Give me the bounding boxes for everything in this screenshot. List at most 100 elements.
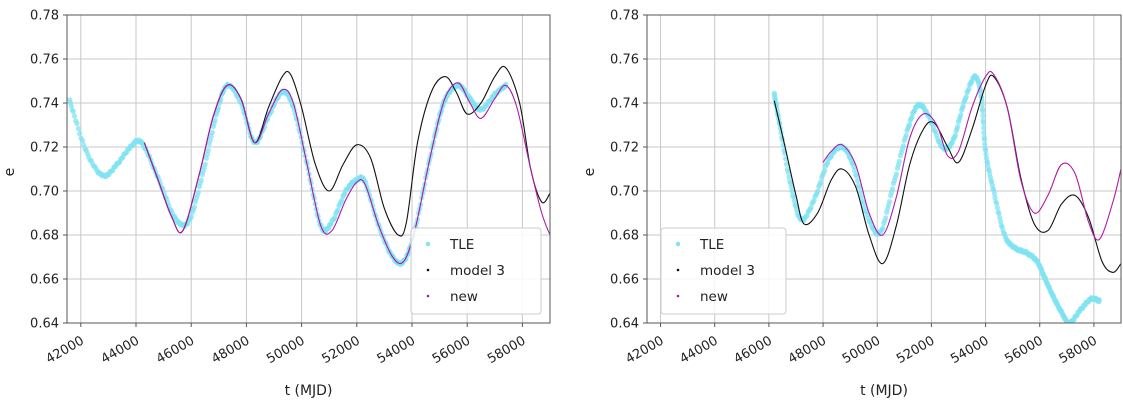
left-x-tick-label: 56000 (430, 333, 473, 367)
right-x-tick-label: 44000 (677, 333, 720, 367)
right-point-tle (981, 125, 987, 131)
right-point-tle (966, 86, 972, 92)
right-point-tle (818, 179, 824, 185)
right-legend-tle-marker (675, 241, 681, 247)
right-x-tick-label: 50000 (840, 333, 883, 367)
left-y-axis-label: e (2, 168, 18, 177)
left-x-tick-label: 46000 (154, 333, 197, 367)
left-point-tle (204, 151, 210, 157)
left-point-tle (71, 113, 78, 119)
right-point-tle (858, 194, 865, 200)
right-legend-tle-label: TLE (699, 237, 724, 253)
left-x-tick-label: 50000 (264, 333, 307, 367)
right-point-tle (783, 161, 790, 167)
left-legend: TLE model 3 new (410, 227, 542, 315)
left-y-tick-label: 0.72 (30, 141, 59, 156)
left-x-tick-label: 44000 (99, 333, 142, 367)
left-point-tle (77, 131, 83, 137)
left-legend-model3-label: model 3 (450, 263, 505, 279)
right-legend: TLE model 3 new (660, 227, 787, 315)
left-point-tle (198, 177, 204, 183)
right-y-tick-label: 0.76 (610, 53, 639, 68)
left-x-tick-label: 58000 (485, 333, 528, 367)
left-series-new (143, 82, 550, 265)
right-plot-frame (646, 14, 1122, 324)
right-point-tle (785, 169, 791, 175)
right-point-tle (786, 174, 792, 180)
right-point-tle (997, 215, 1003, 221)
left-legend-new-marker (426, 294, 430, 298)
left-point-tle (332, 215, 338, 221)
right-point-tle (815, 188, 821, 194)
right-point-tle (883, 215, 889, 221)
right-point-tle (880, 225, 886, 231)
right-point-tle (983, 151, 989, 157)
right-point-tle (822, 168, 828, 174)
left-point-tle (191, 204, 197, 210)
left-point-tle (215, 105, 222, 111)
right-point-tle (980, 113, 986, 119)
right-x-tick-label: 42000 (623, 333, 666, 367)
left-point-tle (206, 141, 212, 147)
left-y-tick-label: 0.68 (30, 229, 59, 244)
right-point-tle (856, 185, 863, 191)
left-point-tle (209, 129, 215, 136)
right-point-tle (996, 211, 1002, 217)
right-point-tle (887, 199, 893, 205)
right-y-tick-label: 0.72 (610, 141, 639, 156)
right-y-tick-label: 0.64 (610, 317, 639, 332)
right-point-tle (960, 103, 966, 109)
right-point-tle (983, 147, 989, 153)
right-point-tle (811, 197, 817, 204)
right-legend-model3-marker (676, 268, 680, 272)
right-legend-new-label: new (700, 289, 728, 305)
left-y-tick-label: 0.70 (30, 185, 59, 200)
right-point-tle (952, 132, 959, 138)
right-y-tick-label: 0.78 (610, 9, 639, 24)
right-x-tick-label: 56000 (1002, 333, 1045, 367)
right-series-model3 (773, 74, 1121, 273)
left-y-tick-label: 0.66 (30, 273, 59, 288)
left-point-tle (335, 207, 341, 213)
left-legend-model3-marker (426, 268, 430, 272)
right-point-tle (854, 178, 861, 184)
left-x-axis-label: t (MJD) (285, 383, 333, 399)
right-point-tle (955, 124, 961, 130)
right-legend-model3-label: model 3 (700, 263, 755, 279)
left-y-tick-label: 0.64 (30, 317, 59, 332)
left-x-tick-label: 48000 (209, 333, 252, 367)
left-y-tick-label: 0.78 (30, 9, 59, 24)
right-point-tle (1096, 297, 1102, 303)
right-point-tle (788, 180, 794, 186)
right-point-tle (853, 173, 860, 179)
left-x-tick-label: 52000 (319, 333, 362, 367)
left-point-tle (75, 126, 81, 132)
right-point-tle (896, 158, 903, 164)
right-point-tle (998, 219, 1004, 225)
left-point-tle (188, 213, 194, 220)
left-legend-box (410, 227, 542, 315)
right-point-tle (893, 171, 900, 177)
right-point-tle (857, 189, 864, 195)
right-point-tle (980, 120, 987, 126)
left-series (67, 65, 550, 268)
left-plot-frame (66, 14, 551, 324)
right-x-tick-label: 58000 (1057, 333, 1100, 367)
left-point-tle (212, 117, 218, 123)
right-point-tle (981, 130, 987, 136)
right-point-tle (981, 137, 988, 143)
right-point-tle (980, 108, 986, 114)
right-point-tle (982, 141, 988, 147)
right-point-tle (808, 205, 814, 211)
right-point-tle (963, 94, 969, 100)
right-y-tick-label: 0.66 (610, 273, 639, 288)
left-point-tle (203, 155, 209, 161)
left-y-tick-label: 0.76 (30, 53, 59, 68)
right-y-tick-label: 0.68 (610, 229, 639, 244)
left-point-tle (70, 109, 76, 115)
right-point-tle (991, 191, 998, 197)
left-x-tick-label: 42000 (43, 333, 86, 367)
left-subplot: 0.64 0.66 0.68 0.70 0.72 0.74 0.76 0.78 42000 440… (2, 9, 551, 399)
left-point-tle (202, 161, 208, 167)
